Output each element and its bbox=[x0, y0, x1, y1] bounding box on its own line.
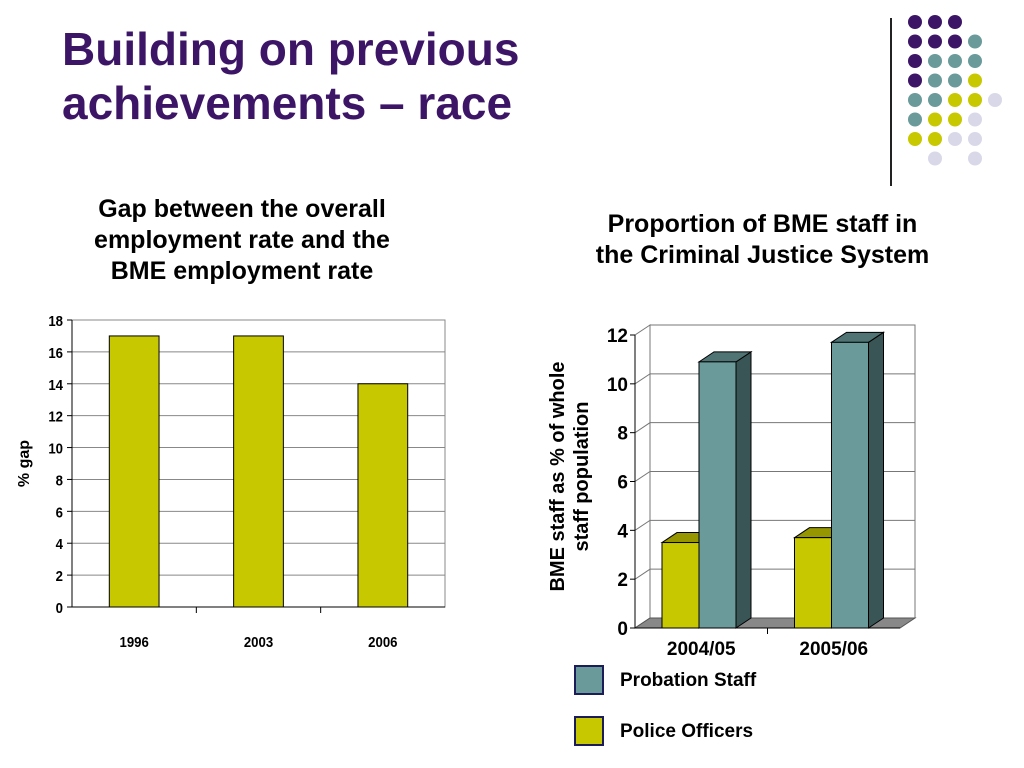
y-tick-label: 0 bbox=[56, 599, 63, 616]
left-chart-title: Gap between the overall employment rate … bbox=[42, 194, 442, 287]
decor-dot bbox=[908, 93, 922, 107]
bar-1996 bbox=[108, 335, 160, 608]
y-tick-label: 4 bbox=[617, 521, 628, 542]
decor-dot bbox=[948, 54, 962, 68]
decor-dot bbox=[968, 73, 982, 88]
y-tick-label: 2 bbox=[56, 567, 63, 584]
decor-dot bbox=[908, 15, 922, 29]
y-tick-label: 14 bbox=[48, 376, 63, 393]
decor-dot bbox=[908, 132, 922, 146]
y-axis-label: % gap bbox=[16, 440, 33, 487]
bar-police-officers-2004/05 bbox=[661, 542, 700, 629]
decor-dot bbox=[928, 54, 942, 68]
left-chart-title-line-1: Gap between the overall bbox=[98, 195, 386, 223]
bar-police-officers-2005/06 bbox=[794, 537, 832, 629]
decor-dot bbox=[968, 34, 982, 49]
vertical-divider bbox=[890, 18, 892, 186]
legend-item-probation-staff: Probation Staff bbox=[574, 665, 874, 705]
y-axis-label-line: BME staff as % of whole bbox=[547, 361, 569, 591]
decor-dot bbox=[928, 112, 942, 127]
bme-staff-3d-bar-chart: 0 2 4 6 8 10 12 2004/05 2005/06 BME staff as % of… bbox=[547, 324, 917, 660]
left-chart-title-line-3: BME employment rate bbox=[110, 257, 374, 285]
bar-2003 bbox=[233, 335, 284, 608]
x-tick-label: 2005/06 bbox=[799, 639, 868, 660]
decor-dot bbox=[908, 34, 922, 49]
left-chart-title-line-2: employment rate and the bbox=[94, 226, 390, 254]
decor-dot bbox=[928, 34, 942, 49]
decor-dot bbox=[908, 54, 922, 68]
y-tick-label: 6 bbox=[617, 473, 628, 494]
x-tick-label: 2004/05 bbox=[667, 639, 736, 660]
slide-title: Building on previous achievements – race bbox=[62, 22, 762, 130]
decor-dot bbox=[928, 132, 942, 146]
bar-side-probation-staff bbox=[735, 350, 752, 629]
decor-dot bbox=[948, 15, 962, 29]
decor-dot bbox=[968, 54, 982, 68]
y-tick-label: 4 bbox=[56, 535, 63, 552]
y-tick-label: 6 bbox=[56, 504, 63, 521]
right-chart-title: Proportion of BME staff in the Criminal … bbox=[540, 209, 985, 271]
decor-dot bbox=[988, 93, 1002, 107]
y-tick-label: 12 bbox=[607, 326, 628, 347]
y-tick-label: 10 bbox=[48, 440, 63, 457]
y-tick-label: 12 bbox=[48, 408, 63, 425]
y-tick-label: 0 bbox=[617, 619, 628, 640]
employment-gap-bar-chart: 0 2 4 6 8 10 12 14 16 18 1996 2003 2006 % gap bbox=[16, 312, 446, 650]
decor-dot bbox=[928, 93, 942, 107]
legend-label-probation: Probation Staff bbox=[620, 670, 757, 691]
legend-label-police: Police Officers bbox=[620, 721, 754, 742]
y-tick-label: 2 bbox=[617, 570, 628, 591]
y-axis-label: BME staff as % of whole staff population bbox=[547, 361, 593, 591]
decor-dot bbox=[968, 132, 982, 146]
bar-2006 bbox=[357, 383, 409, 608]
decor-dot bbox=[948, 34, 962, 49]
legend-item-police-officers: Police Officers bbox=[574, 716, 874, 756]
y-tick-label: 10 bbox=[607, 375, 628, 396]
decor-dot bbox=[948, 93, 962, 107]
x-tick-label: 2006 bbox=[368, 633, 397, 650]
slide-title-line-1: Building on previous bbox=[62, 23, 520, 75]
decor-dot bbox=[968, 93, 982, 107]
bar-probation-staff-2004/05 bbox=[698, 361, 737, 629]
decor-dot bbox=[928, 15, 942, 29]
decor-dot bbox=[928, 73, 942, 88]
gridline bbox=[634, 471, 915, 482]
legend-swatch-probation bbox=[574, 665, 604, 695]
decor-dot bbox=[948, 73, 962, 88]
decor-dot bbox=[908, 73, 922, 88]
y-tick-label: 8 bbox=[617, 424, 628, 445]
decor-dot bbox=[948, 132, 962, 146]
x-tick-label: 1996 bbox=[120, 633, 149, 650]
y-axis-label-line: staff population bbox=[571, 402, 593, 552]
decor-dot bbox=[968, 151, 982, 166]
bar-probation-staff-2005/06 bbox=[831, 341, 869, 629]
y-tick-label: 18 bbox=[48, 312, 63, 329]
right-chart-title-line-1: Proportion of BME staff in bbox=[607, 210, 918, 238]
y-tick-label: 16 bbox=[48, 344, 63, 361]
decor-dot bbox=[908, 112, 922, 127]
right-chart-title-line-2: the Criminal Justice System bbox=[595, 241, 930, 269]
decor-dot bbox=[948, 112, 962, 127]
gridline bbox=[634, 519, 915, 531]
legend-swatch-police bbox=[574, 716, 604, 746]
decor-dot bbox=[928, 151, 942, 166]
decor-dot bbox=[968, 112, 982, 127]
bar-side-probation-staff bbox=[868, 331, 884, 629]
slide-title-line-2: achievements – race bbox=[62, 77, 513, 129]
y-tick-label: 8 bbox=[56, 472, 63, 489]
decorative-dot-grid bbox=[908, 15, 1002, 166]
gridline bbox=[634, 422, 915, 434]
x-tick-label: 2003 bbox=[244, 633, 273, 650]
gridline bbox=[634, 373, 915, 385]
